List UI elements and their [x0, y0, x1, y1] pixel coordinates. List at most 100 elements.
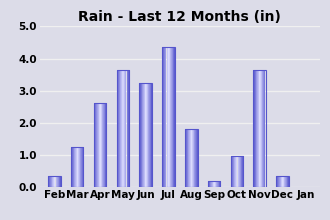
Bar — [208, 181, 209, 187]
Bar — [214, 181, 215, 187]
Bar — [72, 147, 73, 187]
Bar — [235, 156, 236, 187]
Bar — [48, 176, 61, 187]
Bar — [277, 176, 278, 187]
Bar — [79, 147, 80, 187]
Bar — [120, 70, 121, 187]
Bar — [76, 147, 77, 187]
Bar — [96, 103, 97, 187]
Bar — [54, 176, 55, 187]
Bar — [215, 181, 216, 187]
Bar — [123, 70, 124, 187]
Bar — [234, 156, 235, 187]
Bar — [171, 47, 172, 187]
Bar — [281, 176, 282, 187]
Bar — [172, 47, 173, 187]
Bar — [78, 147, 79, 187]
Bar — [106, 103, 107, 187]
Bar — [233, 156, 234, 187]
Bar — [284, 176, 285, 187]
Bar — [185, 129, 186, 187]
Bar — [82, 147, 83, 187]
Bar — [163, 47, 164, 187]
Bar — [243, 156, 244, 187]
Bar — [127, 70, 128, 187]
Bar — [264, 70, 265, 187]
Bar — [217, 181, 218, 187]
Bar — [219, 181, 220, 187]
Bar — [262, 70, 263, 187]
Bar — [95, 103, 96, 187]
Bar — [73, 147, 74, 187]
Bar — [148, 82, 149, 187]
Bar — [255, 70, 256, 187]
Bar — [288, 176, 289, 187]
Bar — [83, 147, 84, 187]
Bar — [254, 70, 255, 187]
Bar — [116, 70, 129, 187]
Bar — [144, 82, 145, 187]
Bar — [213, 181, 214, 187]
Bar — [164, 47, 165, 187]
Bar — [263, 70, 264, 187]
Bar — [188, 129, 189, 187]
Bar — [162, 47, 163, 187]
Bar — [128, 70, 129, 187]
Bar — [186, 129, 187, 187]
Bar — [143, 82, 144, 187]
Bar — [238, 156, 239, 187]
Bar — [190, 129, 191, 187]
Bar — [193, 129, 194, 187]
Bar — [145, 82, 146, 187]
Bar — [102, 103, 103, 187]
Bar — [257, 70, 258, 187]
Bar — [150, 82, 151, 187]
Bar — [139, 82, 152, 187]
Bar — [195, 129, 196, 187]
Bar — [231, 156, 232, 187]
Bar — [256, 70, 257, 187]
Bar — [168, 47, 169, 187]
Title: Rain - Last 12 Months (in): Rain - Last 12 Months (in) — [79, 10, 281, 24]
Bar — [119, 70, 120, 187]
Bar — [147, 82, 148, 187]
Bar — [100, 103, 101, 187]
Bar — [258, 70, 259, 187]
Bar — [77, 147, 78, 187]
Bar — [265, 70, 266, 187]
Bar — [194, 129, 195, 187]
Bar — [174, 47, 175, 187]
Bar — [231, 156, 243, 187]
Bar — [101, 103, 102, 187]
Bar — [218, 181, 219, 187]
Bar — [124, 70, 125, 187]
Bar — [232, 156, 233, 187]
Bar — [167, 47, 168, 187]
Bar — [57, 176, 58, 187]
Bar — [81, 147, 82, 187]
Bar — [149, 82, 150, 187]
Bar — [50, 176, 51, 187]
Bar — [146, 82, 147, 187]
Bar — [260, 70, 261, 187]
Bar — [197, 129, 198, 187]
Bar — [237, 156, 238, 187]
Bar — [259, 70, 260, 187]
Bar — [117, 70, 118, 187]
Bar — [239, 156, 240, 187]
Bar — [125, 70, 126, 187]
Bar — [282, 176, 283, 187]
Bar — [71, 147, 72, 187]
Bar — [162, 47, 175, 187]
Bar — [220, 181, 221, 187]
Bar — [286, 176, 287, 187]
Bar — [121, 70, 122, 187]
Bar — [129, 70, 130, 187]
Bar — [212, 181, 213, 187]
Bar — [139, 82, 140, 187]
Bar — [185, 129, 198, 187]
Bar — [276, 176, 289, 187]
Bar — [189, 129, 190, 187]
Bar — [99, 103, 100, 187]
Bar — [94, 103, 95, 187]
